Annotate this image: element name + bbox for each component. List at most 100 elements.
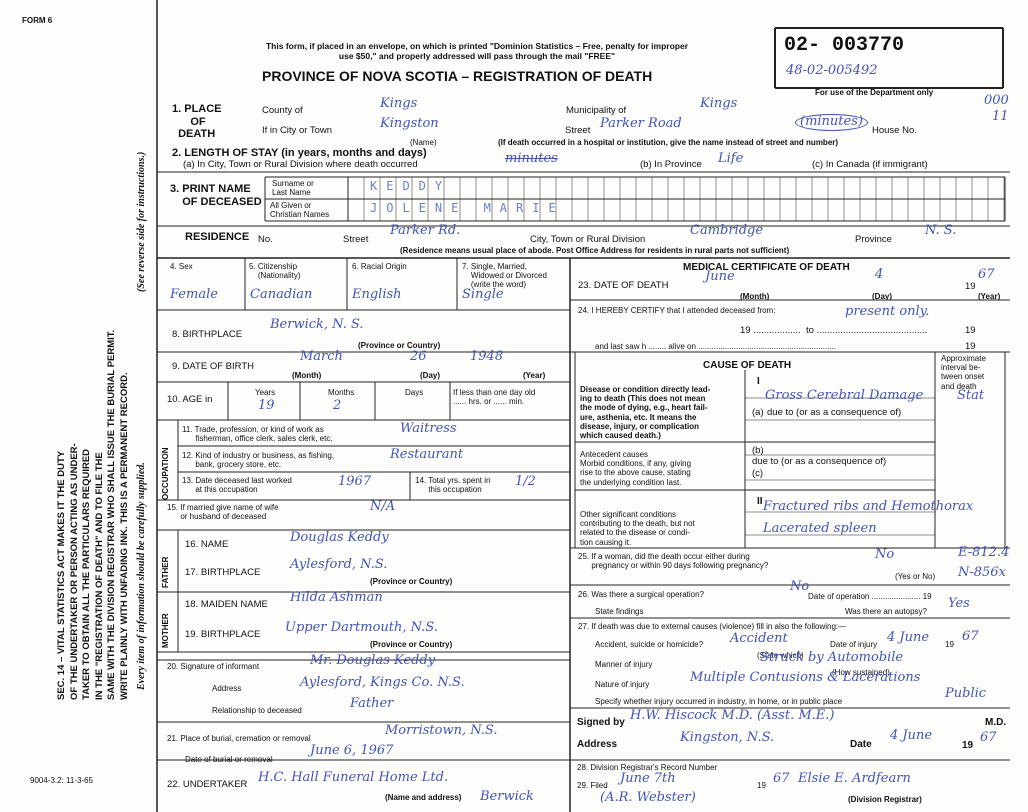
handwritten-entry: Father bbox=[350, 696, 394, 711]
handwritten-entry: Life bbox=[718, 151, 744, 166]
notice: This form, if placed in an envelope, on … bbox=[265, 41, 689, 61]
handwritten-entry: present only. bbox=[845, 304, 930, 319]
field-label: and last saw h ........ alive on .......… bbox=[595, 342, 836, 351]
field-label: (Residence means usual place of abode. P… bbox=[400, 246, 790, 255]
handwritten-entry: Berwick bbox=[480, 789, 534, 804]
handwritten-entry: June 6, 1967 bbox=[310, 743, 394, 758]
field-label: 22. UNDERTAKER bbox=[167, 779, 248, 790]
handwritten-entry: Aylesford, N.S. bbox=[290, 557, 388, 572]
field-label: Days bbox=[405, 388, 424, 397]
field-label: If in City or Town bbox=[262, 125, 333, 136]
field-label: Manner of injury bbox=[595, 660, 653, 669]
field-label: (Month) bbox=[292, 371, 322, 380]
handwritten-entry: 26 bbox=[410, 349, 427, 364]
handwritten-entry: No bbox=[790, 579, 810, 594]
field-label: County of bbox=[262, 105, 303, 116]
handwritten-entry: Parker Road bbox=[600, 116, 682, 131]
field-label: House No. bbox=[872, 125, 917, 136]
side-statute: SEC. 14 – VITAL STATISTICS ACT MAKES IT … bbox=[56, 329, 130, 700]
field-label: (If death occurred in a hospital or inst… bbox=[498, 138, 839, 147]
handwritten-entry: 2 bbox=[333, 398, 342, 413]
field-label: due to (or as a consequence of) bbox=[752, 456, 887, 467]
handwritten-entry: Canadian bbox=[250, 287, 313, 302]
field-label: 19 bbox=[965, 325, 976, 336]
handwritten-entry: H.W. Hiscock M.D. (Asst. M.E.) bbox=[630, 708, 835, 723]
handwritten-entry: Elsie E. Ardfearn bbox=[798, 771, 911, 786]
field-label: 19 bbox=[965, 281, 976, 292]
handwritten-entry: Upper Dartmouth, N.S. bbox=[285, 620, 438, 635]
field-label: Relationship to deceased bbox=[212, 706, 302, 715]
handwritten-entry: Stat bbox=[957, 388, 985, 403]
field-label: (Province or Country) bbox=[358, 341, 441, 350]
field-label: 11. Trade, profession, or kind of work a… bbox=[182, 425, 333, 444]
handwritten-entry: Restaurant bbox=[390, 447, 464, 462]
handwritten-entry: E-812.4 bbox=[958, 545, 1010, 560]
field-label: 19 bbox=[965, 341, 976, 352]
handwritten-entry: 1/2 bbox=[515, 474, 536, 489]
handwritten-entry: 67 bbox=[978, 267, 995, 282]
field-label: RESIDENCE bbox=[185, 231, 250, 243]
field-label: Address bbox=[577, 739, 618, 750]
handwritten-entry: Kings bbox=[380, 96, 418, 111]
handwritten-entry: 4 bbox=[875, 267, 884, 282]
field-label: (Day) bbox=[420, 371, 441, 380]
field-label: Specify whether injury occurred in indus… bbox=[595, 697, 843, 706]
handwritten-entry: Struck by Automobile bbox=[760, 650, 904, 665]
handwritten-entry: Waitress bbox=[400, 421, 457, 436]
handwritten-entry: Mr. Douglas Keddy bbox=[310, 653, 436, 668]
field-label: Date of burial or removal bbox=[185, 755, 273, 764]
handwritten-entry: 67 bbox=[962, 629, 979, 644]
field-label: 12. Kind of industry or business, as fis… bbox=[182, 451, 335, 470]
field-label: Signed by bbox=[577, 717, 625, 728]
handwritten-entry: Gross Cerebral Damage bbox=[765, 388, 924, 403]
handwritten-entry: 1948 bbox=[470, 349, 504, 364]
field-label: (Year) bbox=[978, 292, 1001, 301]
form-id: FORM 6 bbox=[22, 16, 53, 25]
field-label: Approximate interval be- tween onset and… bbox=[941, 354, 986, 391]
field-label: 5. Citizenship (Nationality) bbox=[249, 262, 301, 281]
field-label: 19. BIRTHPLACE bbox=[185, 629, 261, 640]
field-label: 28. Division Registrar's Record Number bbox=[577, 763, 718, 772]
field-label: Nature of injury bbox=[595, 680, 650, 689]
handwritten-entry: Parker Rd. bbox=[390, 223, 461, 238]
field-label: 7. Single, Married, Widowed or Divorced … bbox=[462, 262, 547, 290]
handwritten-entry: Fractured ribs and Hemothorax bbox=[763, 499, 974, 514]
field-label: (How sustained) bbox=[832, 668, 890, 677]
handwritten-entry: Female bbox=[170, 287, 218, 302]
handwritten-entry: (A.R. Webster) bbox=[600, 790, 696, 805]
field-label: (Name) bbox=[410, 138, 437, 147]
field-label: (c) In Canada (if immigrant) bbox=[812, 159, 928, 170]
handwritten-entry: 67 bbox=[773, 771, 790, 786]
handwritten-entry: 4 June bbox=[887, 630, 930, 645]
handwritten-entry: Kingston, N.S. bbox=[680, 730, 775, 745]
handwritten-entry: No bbox=[875, 547, 895, 562]
field-label: (Division Registrar) bbox=[848, 795, 922, 804]
field-label: (Month) bbox=[740, 292, 770, 301]
field-label: due to (or as a consequence of) bbox=[767, 407, 902, 418]
field-label: 15. If married give name of wife or husb… bbox=[167, 503, 279, 522]
field-label: Street bbox=[343, 234, 369, 245]
handwritten-entry: JOLENE MARIE bbox=[370, 201, 565, 215]
handwritten-entry: 11 bbox=[992, 109, 1009, 124]
field-label: (State which) bbox=[757, 651, 804, 660]
field-label: For use of the Department only bbox=[815, 88, 934, 97]
handwritten-entry: Aylesford, Kings Co. N.S. bbox=[300, 675, 465, 690]
field-label: 4. Sex bbox=[170, 262, 193, 271]
handwritten-entry: 19 bbox=[258, 398, 275, 413]
handwritten-entry: Single bbox=[462, 287, 504, 302]
field-label: Disease or condition directly lead- ing … bbox=[580, 385, 711, 440]
handwritten-entry: Douglas Keddy bbox=[290, 530, 389, 545]
field-label: 3. PRINT NAME OF DECEASED bbox=[170, 183, 262, 208]
field-label: Municipality of bbox=[566, 105, 627, 116]
handwritten-entry: minutes bbox=[505, 151, 558, 166]
field-label: (Name and address) bbox=[385, 793, 462, 802]
handwritten-entry: 4 June bbox=[890, 728, 933, 743]
field-label: 2. LENGTH OF STAY (in years, months and … bbox=[172, 147, 427, 159]
field-label: 21. Place of burial, cremation or remova… bbox=[167, 734, 311, 743]
field-label: Date bbox=[850, 739, 872, 750]
field-label: 19 bbox=[962, 740, 974, 751]
field-label: Months bbox=[328, 388, 355, 397]
handwritten-entry: English bbox=[352, 287, 402, 302]
